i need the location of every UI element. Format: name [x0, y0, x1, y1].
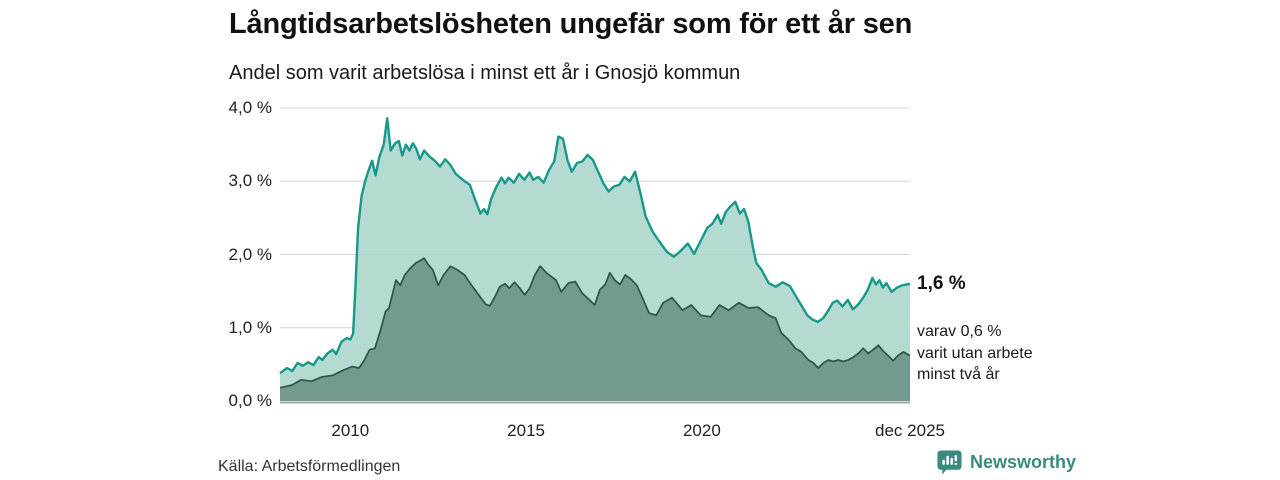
area-fill-min-two-years — [280, 258, 910, 401]
newsworthy-chart-bubble-icon — [937, 450, 962, 475]
page-title: Långtidsarbetslösheten ungefär som för e… — [229, 8, 913, 40]
y-tick-label: 1,0 % — [228, 317, 272, 337]
y-tick-label: 2,0 % — [228, 244, 272, 264]
annotation-line-1: varav 0,6 % — [917, 323, 1002, 340]
x-tick-label: 2010 — [331, 421, 370, 440]
y-tick-label: 0,0 % — [228, 391, 272, 410]
annotation-line-2: varit utan arbete — [917, 344, 1033, 362]
chart-subtitle: Andel som varit arbetslösa i minst ett å… — [229, 62, 741, 84]
x-tick-label: dec 2025 — [875, 421, 945, 440]
x-tick-label: 2015 — [507, 421, 546, 440]
series-end-value-label: 1,6 % — [917, 273, 966, 294]
annotation-line-3: minst två år — [917, 366, 1000, 383]
x-tick-label: 2020 — [682, 421, 721, 440]
newsworthy-logo: Newsworthy — [936, 449, 1076, 476]
series-sub-annotation: varav 0,6 % varit utan arbete minst två … — [917, 321, 1033, 386]
y-tick-label: 4,0 % — [228, 98, 272, 117]
line-min-two-years — [279, 257, 911, 389]
y-tick-label: 3,0 % — [228, 171, 272, 191]
line-min-one-year — [279, 117, 911, 375]
source-text: Källa: Arbetsförmedlingen — [218, 458, 401, 475]
newsworthy-wordmark: Newsworthy — [970, 452, 1077, 472]
